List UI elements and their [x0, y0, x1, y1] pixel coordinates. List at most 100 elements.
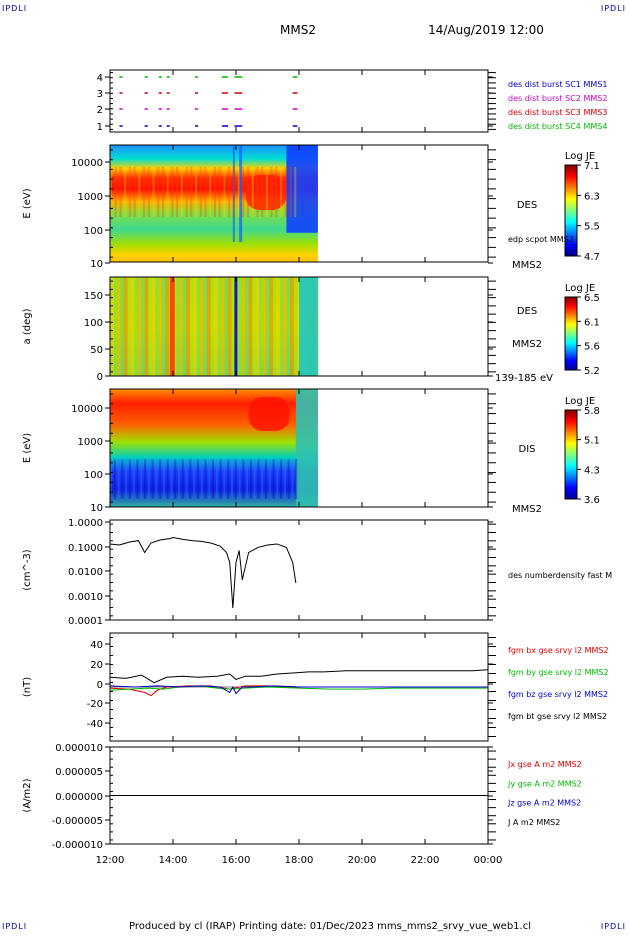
des-energy-texture — [119, 167, 122, 217]
b_field-series-line — [109, 685, 488, 695]
des-pitch-stripe — [116, 277, 121, 376]
des-pitch-stripe — [258, 277, 263, 376]
current-ytick-label: 0.000000 — [55, 792, 103, 803]
dis_energy-ytick-label: 10000 — [71, 404, 103, 415]
current-legend-entry: J A m2 MMS2 — [507, 818, 560, 827]
spectrogram-layer — [110, 145, 578, 507]
des-energy-texture — [270, 167, 273, 217]
des-pitch-stripe — [210, 277, 215, 376]
dis-energy-texture — [140, 459, 143, 499]
des_pitch-ylabel: a (deg) — [22, 308, 33, 344]
text-layer: MMS2 14/Aug/2019 12:00 Produced by cl (I… — [22, 23, 612, 932]
b_field-series-line — [109, 685, 488, 691]
des_pitch-colorbar-label: 5.6 — [584, 342, 600, 353]
des_energy-ytick-label: 1000 — [78, 192, 103, 203]
des-energy-texture — [237, 167, 240, 217]
burst-ytick-label: 4 — [97, 73, 103, 84]
des_energy-colorbar-title: Log JE — [565, 151, 595, 162]
des-pitch-stripe — [238, 277, 243, 376]
des-pitch-stripe — [252, 277, 257, 376]
des-pitch-stripe — [227, 277, 232, 376]
des-energy-texture — [284, 167, 287, 217]
des_pitch-colorbar-title: Log JE — [565, 283, 595, 294]
des-pitch-stripe — [255, 277, 260, 376]
x-tick-label: 00:00 — [474, 855, 503, 866]
des-energy-texture — [128, 167, 131, 217]
density-ytick-label: 0.1000 — [68, 543, 103, 554]
des-energy-texture — [143, 167, 146, 217]
dis-energy-texture — [208, 459, 211, 499]
des-energy-texture — [265, 167, 268, 217]
x-tick-label: 12:00 — [96, 855, 125, 866]
des-pitch-stripe — [158, 277, 163, 376]
dis-energy-texture — [125, 459, 128, 499]
des-energy-texture — [161, 167, 164, 217]
des_pitch-colorbar-label: 5.2 — [584, 366, 600, 377]
des-pitch-stripe — [262, 277, 267, 376]
burst-ytick-label: 2 — [97, 105, 103, 116]
des-energy-texture — [251, 167, 254, 217]
dis-energy-texture — [136, 459, 139, 499]
corner-label-br: IPDLI — [600, 922, 626, 931]
des-pitch-stripe — [113, 277, 118, 376]
dis-energy-texture — [147, 459, 150, 499]
des-pitch-stripe — [283, 277, 288, 376]
dis-energy-texture — [215, 459, 218, 499]
b_field-ytick-label: 20 — [90, 660, 103, 671]
dis-energy-texture — [110, 459, 112, 499]
current-legend-entry: Jy gse A m2 MMS2 — [507, 779, 582, 788]
des-energy-texture — [114, 167, 117, 217]
b_field-ytick-label: -40 — [87, 719, 103, 730]
des-energy-texture — [204, 167, 207, 217]
density-ytick-label: 0.0001 — [68, 616, 103, 627]
current-ytick-label: -0.000005 — [52, 816, 103, 827]
des_pitch-ytick-label: 50 — [90, 345, 103, 356]
dis-energy-texture — [268, 459, 271, 499]
des-energy-texture — [133, 167, 136, 217]
des-pitch-stripe — [161, 277, 166, 376]
dis-energy-texture — [261, 459, 264, 499]
burst-ytick-label: 3 — [97, 89, 103, 100]
x-tick-label: 18:00 — [285, 855, 314, 866]
des-energy-texture — [195, 167, 198, 217]
des-energy-texture — [280, 167, 283, 217]
burst-frame — [109, 69, 489, 133]
dis-energy-texture — [283, 459, 286, 499]
dis-energy-texture — [178, 459, 181, 499]
des-energy-texture — [213, 167, 216, 217]
des_energy-colorbar-label: 7.1 — [584, 161, 600, 172]
des-energy-dropout — [239, 145, 243, 242]
des-energy-texture — [228, 167, 231, 217]
des-pitch-stripe — [231, 277, 236, 376]
des-energy-texture — [247, 167, 250, 217]
dis-energy-texture — [155, 459, 158, 499]
des-energy-texture — [294, 167, 297, 217]
des-energy-texture — [147, 167, 150, 217]
x-tick-label: 22:00 — [411, 855, 440, 866]
dis-energy-texture — [162, 459, 165, 499]
des-pitch-stripe — [148, 277, 153, 376]
dis-energy-texture — [295, 459, 298, 499]
density-legend-entry: des numberdensity fast M — [508, 571, 612, 580]
des-energy-texture — [180, 167, 183, 217]
dis_energy-colorbar-title: Log JE — [565, 396, 595, 407]
density-frame — [109, 519, 489, 621]
dis-energy-texture — [264, 459, 267, 499]
dis_energy-colorbar — [564, 409, 578, 500]
des-energy-texture — [256, 167, 259, 217]
dis-energy-texture — [280, 459, 283, 499]
dis-energy-texture — [151, 459, 154, 499]
dis_energy-colorbar-label: 5.8 — [584, 406, 600, 417]
des-energy-texture — [199, 167, 202, 217]
header-spacecraft: MMS2 — [280, 23, 316, 37]
des-pitch-stripe — [279, 277, 284, 376]
dis-energy-texture — [196, 459, 199, 499]
dis-energy-texture — [193, 459, 196, 499]
dis-energy-texture — [246, 459, 249, 499]
x-tick-label: 14:00 — [159, 855, 188, 866]
des_energy-colorbar — [564, 164, 578, 257]
dis-energy-texture — [272, 459, 275, 499]
des_pitch-ytick-label: 100 — [84, 318, 103, 329]
dis-energy-texture — [121, 459, 124, 499]
